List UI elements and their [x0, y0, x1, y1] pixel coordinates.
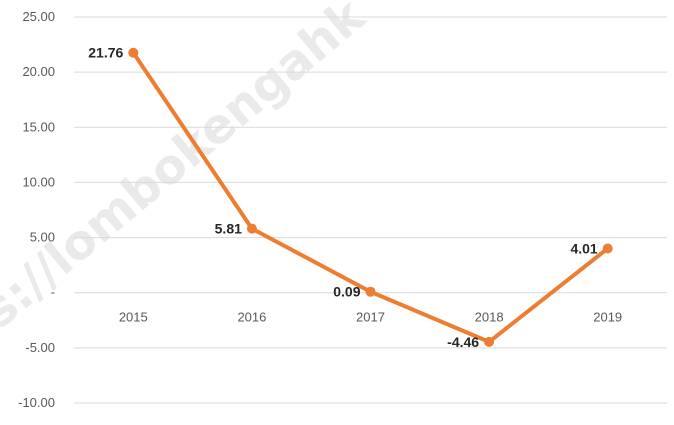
y-tick-label: 20.00 — [22, 64, 55, 79]
data-point — [484, 336, 495, 347]
data-points — [128, 47, 613, 347]
y-tick-label: 10.00 — [22, 174, 55, 189]
y-tick-label: -5.00 — [25, 340, 55, 355]
y-tick-label: - — [51, 285, 55, 300]
y-tick-label: 15.00 — [22, 119, 55, 134]
gridlines — [74, 16, 667, 404]
data-label: 21.76 — [88, 45, 123, 61]
series-line — [131, 50, 610, 344]
data-label: -4.46 — [447, 334, 479, 350]
data-labels: 21.76 5.81 0.09 -4.46 4.01 — [88, 45, 598, 350]
y-axis-tick-labels: 25.00 20.00 15.00 10.00 5.00 - -5.00 -10.00 — [18, 9, 55, 410]
y-tick-label: 5.00 — [30, 230, 55, 245]
data-point — [602, 243, 613, 254]
data-label: 5.81 — [215, 221, 242, 237]
data-label: 4.01 — [570, 240, 597, 256]
data-point — [246, 223, 257, 234]
x-tick-label: 2015 — [119, 310, 148, 325]
x-tick-label: 2016 — [237, 310, 266, 325]
data-label: 0.09 — [333, 284, 360, 300]
watermark: s://lombokengahk — [0, 0, 376, 339]
x-tick-label: 2017 — [356, 310, 385, 325]
x-tick-label: 2019 — [593, 310, 622, 325]
x-axis-tick-labels: 2015 2016 2017 2018 2019 — [119, 310, 622, 325]
y-tick-label: 25.00 — [22, 9, 55, 24]
data-point — [365, 286, 376, 297]
series-line-path — [131, 50, 610, 344]
y-tick-label: -10.00 — [18, 395, 55, 410]
x-tick-label: 2018 — [475, 310, 504, 325]
data-point — [128, 47, 139, 58]
